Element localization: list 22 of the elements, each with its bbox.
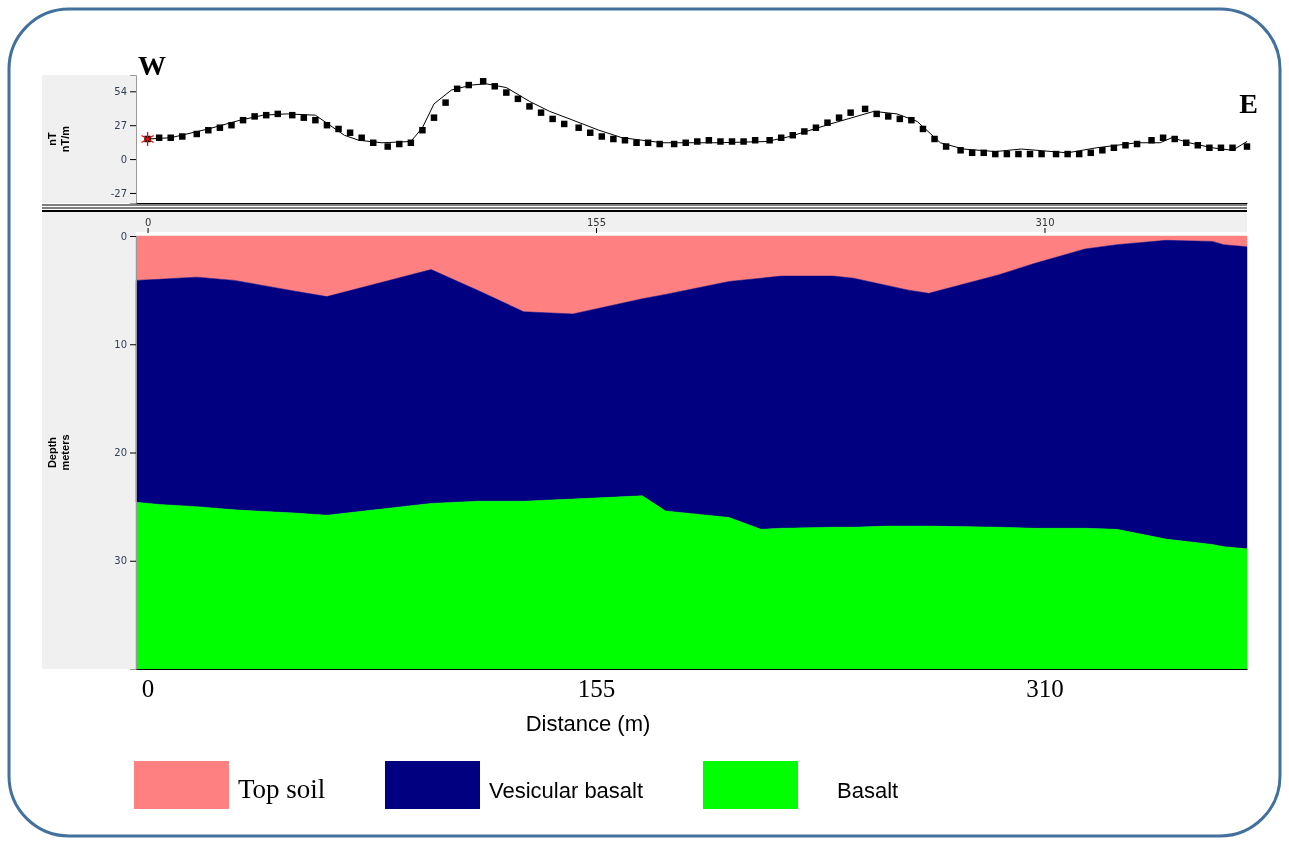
y-tick-label: 0 xyxy=(120,153,127,165)
y-tick-label: 30 xyxy=(114,555,127,567)
x-tick-label: 155 xyxy=(586,217,607,228)
legend-label: Vesicular basalt xyxy=(489,778,644,803)
y-tick-label: 54 xyxy=(114,86,127,98)
legend-label: Basalt xyxy=(837,778,899,803)
y-tick-label: 10 xyxy=(114,338,127,350)
y-tick-label: 20 xyxy=(114,447,127,459)
x2-tick-label: 0 xyxy=(141,674,155,702)
y-tick-label: 27 xyxy=(114,119,127,131)
y-axis-title: Depth meters xyxy=(46,434,71,471)
x-tick-label: 0 xyxy=(144,217,152,228)
x-tick-label: 310 xyxy=(1035,217,1055,228)
annotation: E xyxy=(1239,88,1258,119)
x2-tick-label: 155 xyxy=(577,674,616,702)
y-tick-label: -27 xyxy=(110,187,127,199)
x2-tick-label: 310 xyxy=(1026,674,1064,702)
x-axis-title: Distance (m) xyxy=(525,711,651,736)
annotation: W xyxy=(138,50,166,81)
y-axis-title: nT nT/m xyxy=(46,125,71,153)
legend-label: Top soil xyxy=(238,774,326,804)
y-tick-label: 0 xyxy=(120,230,127,242)
